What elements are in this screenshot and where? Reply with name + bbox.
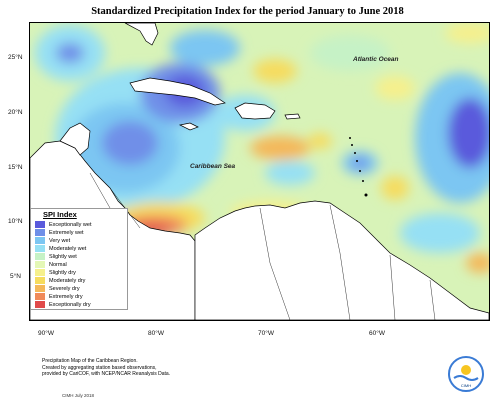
legend-item: Slightly wet bbox=[35, 253, 77, 261]
legend-item: Severely dry bbox=[35, 285, 80, 293]
legend-swatch bbox=[35, 229, 45, 236]
lon-label-80: 80°W bbox=[148, 330, 164, 337]
legend-item: Extremely dry bbox=[35, 293, 83, 301]
lat-label-20: 20°N bbox=[8, 109, 23, 116]
caribbean-sea-label: Caribbean Sea bbox=[190, 163, 236, 170]
legend-item: Moderately dry bbox=[35, 277, 85, 285]
legend-swatch bbox=[35, 237, 45, 244]
lat-label-15: 15°N bbox=[8, 164, 23, 171]
lat-label-25: 25°N bbox=[8, 54, 23, 61]
logo-text: CIMH bbox=[460, 383, 472, 388]
legend-label: Slightly wet bbox=[49, 254, 77, 260]
lesser-antilles bbox=[349, 137, 368, 197]
footer-line-1: Precipitation Map of the Caribbean Regio… bbox=[42, 358, 138, 364]
lat-label-10: 10°N bbox=[8, 218, 23, 225]
legend-label: Exceptionally wet bbox=[49, 222, 92, 228]
map-title: Standardized Precipitation Index for the… bbox=[91, 6, 404, 17]
legend-item: Normal bbox=[35, 261, 67, 269]
spi-map-canvas bbox=[30, 23, 489, 320]
legend-swatch bbox=[35, 269, 45, 276]
lon-label-70: 70°W bbox=[258, 330, 274, 337]
legend-label: Moderately wet bbox=[49, 246, 87, 252]
footer-line-3: provided by CariCOF, with NCEP/NCAR Rean… bbox=[42, 371, 171, 377]
legend-title: SPI Index bbox=[43, 210, 77, 219]
legend-swatch bbox=[35, 253, 45, 260]
legend-swatch bbox=[35, 285, 45, 292]
legend-label: Extremely dry bbox=[49, 294, 83, 300]
logo-graphic bbox=[453, 365, 479, 381]
borders bbox=[89, 172, 436, 320]
footer-stamp: CIMH July 2018 bbox=[62, 393, 95, 398]
legend-item: Moderately wet bbox=[35, 245, 86, 253]
legend-label: Moderately dry bbox=[49, 278, 86, 284]
legend-label: Very wet bbox=[49, 238, 71, 244]
lon-label-60: 60°W bbox=[369, 330, 385, 337]
legend-label: Exceptionally dry bbox=[49, 302, 91, 308]
legend-swatch bbox=[35, 277, 45, 284]
legend-item: Exceptionally wet bbox=[35, 221, 92, 229]
atlantic-ocean-label: Atlantic Ocean bbox=[353, 56, 399, 63]
legend-item: Extremely wet bbox=[35, 229, 84, 237]
legend-label: Slightly dry bbox=[49, 270, 76, 276]
legend-item: Very wet bbox=[35, 237, 70, 245]
legend-swatch bbox=[35, 221, 45, 228]
legend-swatch bbox=[35, 293, 45, 300]
map-footer: Precipitation Map of the Caribbean Regio… bbox=[42, 358, 192, 378]
lon-label-90: 90°W bbox=[38, 330, 54, 337]
legend-label: Normal bbox=[49, 262, 67, 268]
footer-line-2: Created by aggregating station based obs… bbox=[42, 364, 157, 371]
lat-label-5: 5°N bbox=[10, 273, 21, 280]
legend-label: Extremely wet bbox=[49, 230, 84, 236]
legend-swatch bbox=[35, 261, 45, 268]
legend-item: Exceptionally dry bbox=[35, 301, 91, 309]
legend-label: Severely dry bbox=[49, 286, 80, 292]
spi-map: Atlantic Ocean Caribbean Sea bbox=[29, 22, 490, 321]
legend-swatch bbox=[35, 245, 45, 252]
cimh-logo: CIMH bbox=[448, 356, 484, 392]
spi-legend: SPI Index Exceptionally wet Extremely wet… bbox=[30, 208, 128, 310]
legend-item: Slightly dry bbox=[35, 269, 76, 277]
legend-swatch bbox=[35, 301, 45, 308]
